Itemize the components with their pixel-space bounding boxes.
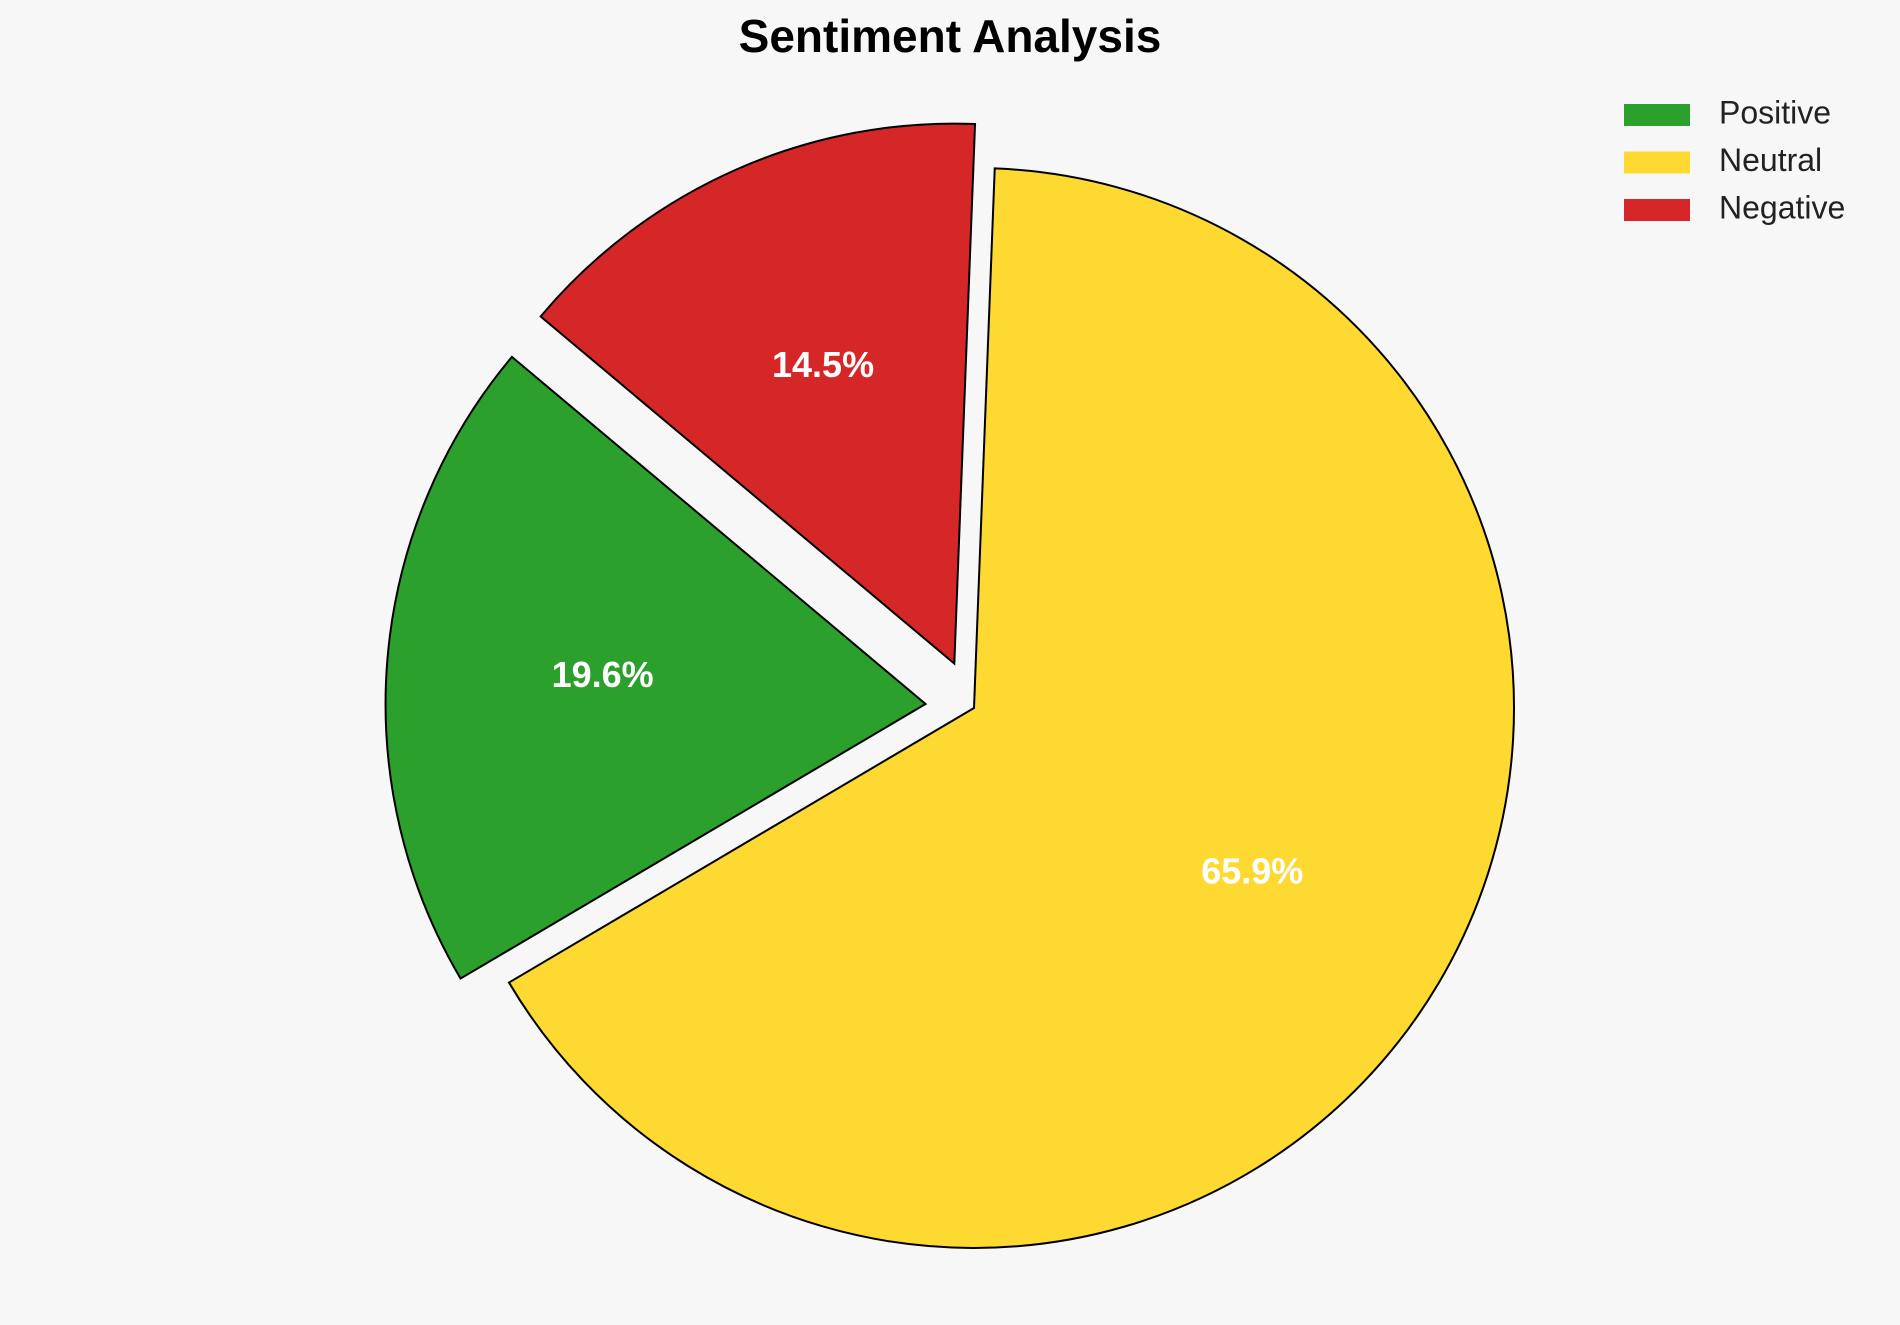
pie-wedge [507, 167, 1515, 1249]
data-label: 19.6% [552, 654, 654, 695]
legend-label: Negative [1719, 189, 1845, 225]
data-label: 65.9% [1201, 851, 1303, 892]
chart-title: Sentiment Analysis [739, 10, 1162, 62]
pie-wedge [539, 122, 977, 666]
pie-wedge [384, 355, 928, 980]
legend-swatch [1624, 104, 1690, 126]
legend-label: Neutral [1719, 142, 1822, 178]
legend-swatch [1624, 199, 1690, 221]
legend-label: Positive [1719, 94, 1831, 130]
data-label: 14.5% [772, 344, 874, 385]
legend-swatch [1624, 151, 1690, 174]
